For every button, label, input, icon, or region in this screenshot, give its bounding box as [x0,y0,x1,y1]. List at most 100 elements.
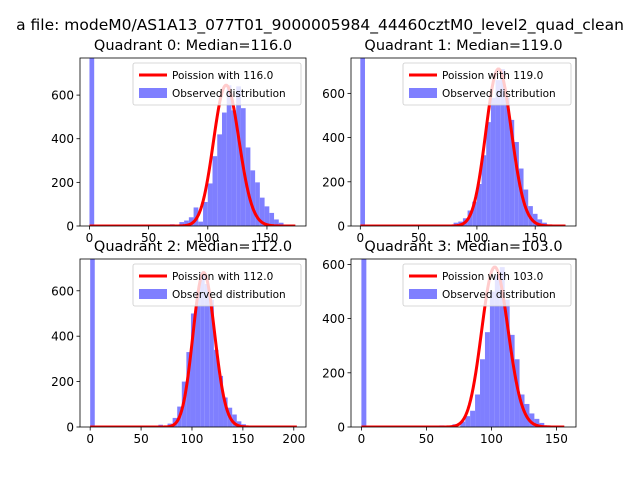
legend-observed-swatch [409,88,437,98]
y-tick-label: 600 [322,87,345,101]
legend-observed-swatch [139,289,167,299]
x-tick-label: 150 [524,231,547,245]
x-tick-label: 50 [133,432,148,446]
y-tick-label: 400 [51,132,74,146]
histogram-bar [472,201,477,226]
axes-frame [350,258,577,428]
histogram-bar [221,112,227,226]
x-tick-label: 100 [196,231,219,245]
histogram-bar [198,221,204,226]
histogram-bar [529,413,535,427]
histogram-bar [500,69,505,226]
y-tick-label: 200 [51,375,74,389]
legend-poisson-label: Poission with 119.0 [442,70,543,82]
histogram-bar [190,313,196,427]
x-tick-label: 50 [411,231,426,245]
histogram-bar [218,375,224,427]
histogram-bar [489,291,495,427]
histogram-bar [278,222,284,226]
histogram-bar [89,58,95,226]
plot-area [89,259,298,427]
x-tick-label: 200 [282,432,305,446]
histogram-bar [495,80,501,226]
y-tick-label: 400 [322,312,345,326]
legend-observed-swatch [409,289,437,299]
histogram-bar [481,155,487,226]
histogram-bar [212,156,218,226]
histogram-bar [361,259,367,427]
y-tick-label: 0 [337,421,345,435]
histogram-bar [486,122,491,226]
histogram-bar [213,349,219,427]
y-tick-label: 200 [51,176,74,190]
poisson-curve [359,67,566,226]
legend-box [402,62,572,106]
plot-area [359,58,566,226]
x-tick-label: 150 [255,231,278,245]
y-tick-label: 400 [51,330,74,344]
histogram-bar [519,394,525,427]
x-tick-label: 0 [357,231,365,245]
figure-suptitle: a file: modeM0/AS1A13_077T01_9000005984_… [16,16,624,35]
x-tick-label: 0 [86,432,94,446]
histogram-bar [274,219,279,226]
quadrant-title: Quadrant 3: Median=103.0 [364,239,562,255]
quadrant-0-chart: 0 50 100 150 0 200 400 600 Quadrant 0: Median=11… [51,38,307,245]
legend: Poission with 103.0 Observed distribution [402,263,572,307]
axes-frame [350,57,577,227]
histogram-bar [269,212,275,226]
histogram-bar [499,267,505,427]
axes-frame [79,57,307,227]
y-tick-label: 0 [66,220,74,234]
histogram-bar [203,202,208,226]
histogram-bar [179,222,185,226]
histogram-bar [184,220,189,226]
histogram-bar [532,213,538,226]
histogram-bar [231,110,237,226]
legend-observed-swatch [139,88,167,98]
legend: Poission with 119.0 Observed distribution [402,62,572,106]
y-tick-label: 600 [51,284,74,298]
histogram-bar [509,334,515,427]
quadrant-1-chart: 0 50 100 150 0 200 400 600 Quadrant 1: Median=11… [322,38,577,245]
histogram-bar [255,182,260,226]
histogram-bar [188,217,194,226]
histogram-bar [460,421,466,427]
legend-poisson-label: Poission with 103.0 [442,271,543,283]
histogram-bar [200,272,205,427]
histogram-bar [236,86,241,226]
plot-area [361,259,565,427]
histogram-bar [514,359,520,427]
y-tick-label: 600 [322,258,345,272]
quadrant-2-chart: 0 50 100 150 200 0 200 400 600 Quadrant 2: Median… [51,239,307,446]
plot-area [89,58,296,226]
y-tick-label: 0 [337,220,345,234]
legend-observed-label: Observed distribution [442,88,556,100]
legend-observed-label: Observed distribution [172,289,286,301]
x-tick-label: 50 [419,432,434,446]
legend-box [132,62,302,106]
histogram-bar [209,299,214,427]
histogram-bar [236,421,242,427]
legend-poisson-label: Poission with 116.0 [172,70,273,82]
quadrant-title: Quadrant 1: Median=119.0 [364,38,562,54]
histogram-bar [470,410,476,427]
histogram-bar [475,394,481,427]
axes-frame [79,258,307,428]
histogram-bar [217,134,222,226]
x-tick-label: 0 [358,432,366,446]
legend-observed-label: Observed distribution [172,88,286,100]
x-tick-label: 100 [480,432,503,446]
histogram-bar [534,418,540,427]
histogram-bar [204,283,210,427]
x-tick-label: 50 [141,231,156,245]
legend: Poission with 116.0 Observed distribution [132,62,302,106]
histogram-bar [207,183,213,226]
histogram-bar [223,397,228,427]
histogram-bar [480,359,485,427]
quadrant-title: Quadrant 0: Median=116.0 [94,38,292,54]
histogram-bar [494,275,500,427]
y-tick-label: 600 [51,89,74,103]
quadrant-3-chart: 0 50 100 150 0 200 400 600 Quadrant 3: Median=10… [322,239,577,446]
